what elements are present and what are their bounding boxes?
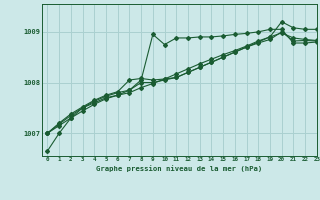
X-axis label: Graphe pression niveau de la mer (hPa): Graphe pression niveau de la mer (hPa) <box>96 165 262 172</box>
